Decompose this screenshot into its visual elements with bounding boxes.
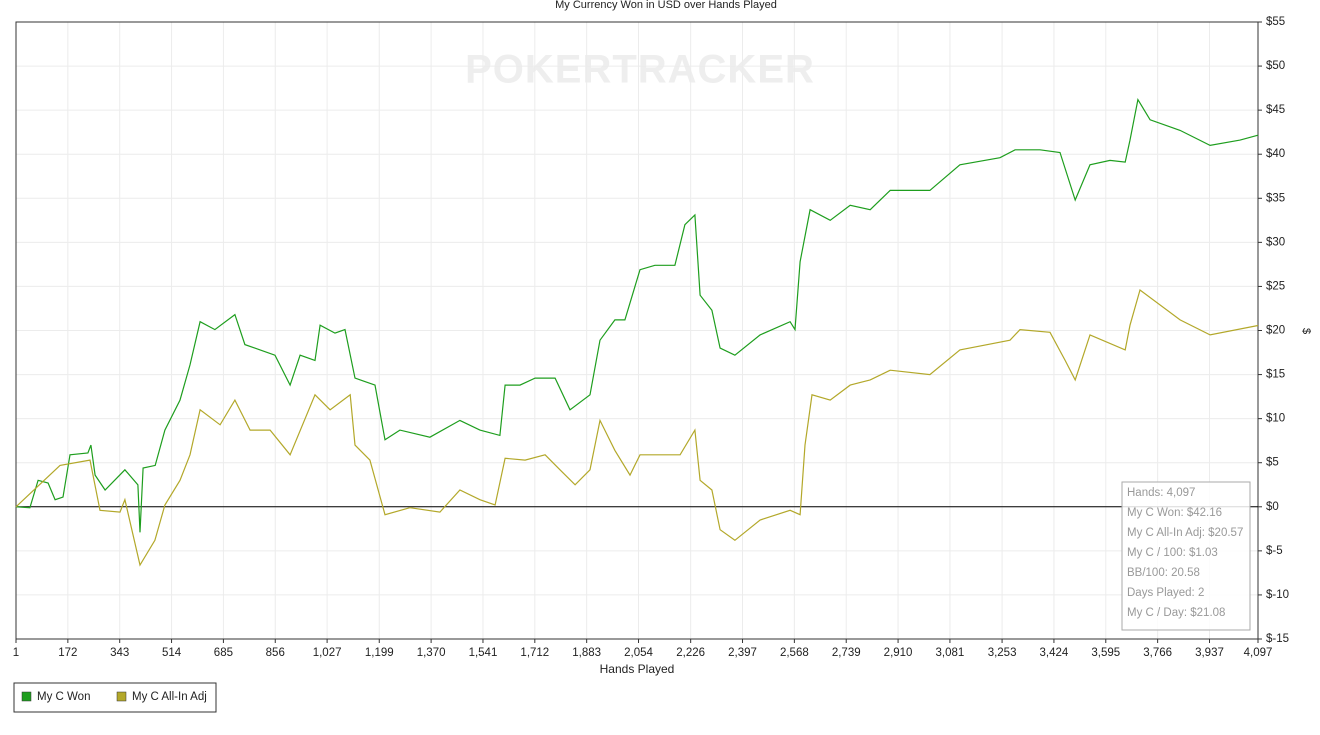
tooltip-line: Days Played: 2 [1127, 587, 1204, 599]
y-tick-label: $-10 [1266, 589, 1289, 601]
x-tick-label: 3,253 [988, 647, 1017, 659]
x-tick-label: 1,883 [572, 647, 601, 659]
plot-frame [15, 21, 1259, 640]
tooltip: Hands: 4,097 My C Won: $42.16 My C All-In … [1121, 481, 1251, 631]
y-tick-label: $15 [1266, 369, 1285, 381]
x-tick-label: 1,370 [417, 647, 446, 659]
x-tick-label: 1,027 [313, 647, 342, 659]
y-tick-label: $5 [1266, 457, 1279, 469]
x-tick-label: 856 [266, 647, 285, 659]
watermark: POKERTRACKER [465, 48, 815, 92]
x-tick-label: 1,712 [520, 647, 549, 659]
legend-label: My C Won [37, 691, 90, 703]
legend-box [13, 682, 217, 713]
tooltip-line: My C Won: $42.16 [1127, 507, 1222, 519]
x-tick-label: 2,397 [728, 647, 757, 659]
x-tick-label: 343 [110, 647, 129, 659]
x-tick-label: 2,568 [780, 647, 809, 659]
tooltip-box [1121, 481, 1251, 631]
x-tick-label: 2,054 [624, 647, 653, 659]
x-tick-label: 172 [58, 647, 77, 659]
x-tick-label: 2,226 [676, 647, 705, 659]
tooltip-line: My C All-In Adj: $20.57 [1127, 527, 1243, 539]
x-tick-label: 1,541 [469, 647, 498, 659]
tooltip-line: BB/100: 20.58 [1127, 567, 1200, 579]
chart-title: My Currency Won in USD over Hands Played [555, 0, 777, 11]
tooltip-line: My C / 100: $1.03 [1127, 547, 1218, 559]
y-tick-label: $-5 [1266, 545, 1283, 557]
x-tick-label: 3,595 [1091, 647, 1120, 659]
x-tick-label: 4,097 [1244, 647, 1273, 659]
y-tick-label: $55 [1266, 16, 1285, 28]
y-tick-label: $25 [1266, 280, 1285, 292]
y-tick-label: $40 [1266, 148, 1285, 160]
legend-swatch [116, 691, 127, 702]
y-tick-label: $0 [1266, 501, 1279, 513]
x-tick-label: 685 [214, 647, 233, 659]
x-tick-label: 1 [13, 647, 19, 659]
x-axis-label: Hands Played [600, 662, 675, 676]
x-tick-label: 3,766 [1143, 647, 1172, 659]
x-tick-label: 2,910 [884, 647, 913, 659]
y-axis-label: $ [1300, 328, 1312, 334]
x-tick-label: 2,739 [832, 647, 861, 659]
y-tick-label: $30 [1266, 236, 1285, 248]
x-tick-label: 3,424 [1040, 647, 1069, 659]
y-tick-label: $20 [1266, 325, 1285, 337]
y-tick-label: $10 [1266, 413, 1285, 425]
legend-label: My C All-In Adj [132, 691, 207, 703]
x-tick-label: 1,199 [365, 647, 394, 659]
legend: My C Won My C All-In Adj [13, 682, 217, 713]
x-tick-label: 514 [162, 647, 182, 659]
y-tick-label: $-15 [1266, 633, 1289, 645]
y-tick-label: $45 [1266, 104, 1285, 116]
tooltip-line: Hands: 4,097 [1127, 487, 1195, 499]
y-tick-label: $50 [1266, 60, 1285, 72]
legend-swatch [21, 691, 32, 702]
series-line [15, 97, 1259, 533]
x-tick-label: 3,937 [1195, 647, 1224, 659]
series-line [15, 288, 1259, 567]
y-tick-label: $35 [1266, 192, 1285, 204]
x-tick-label: 3,081 [936, 647, 965, 659]
tooltip-line: My C / Day: $21.08 [1127, 607, 1225, 619]
